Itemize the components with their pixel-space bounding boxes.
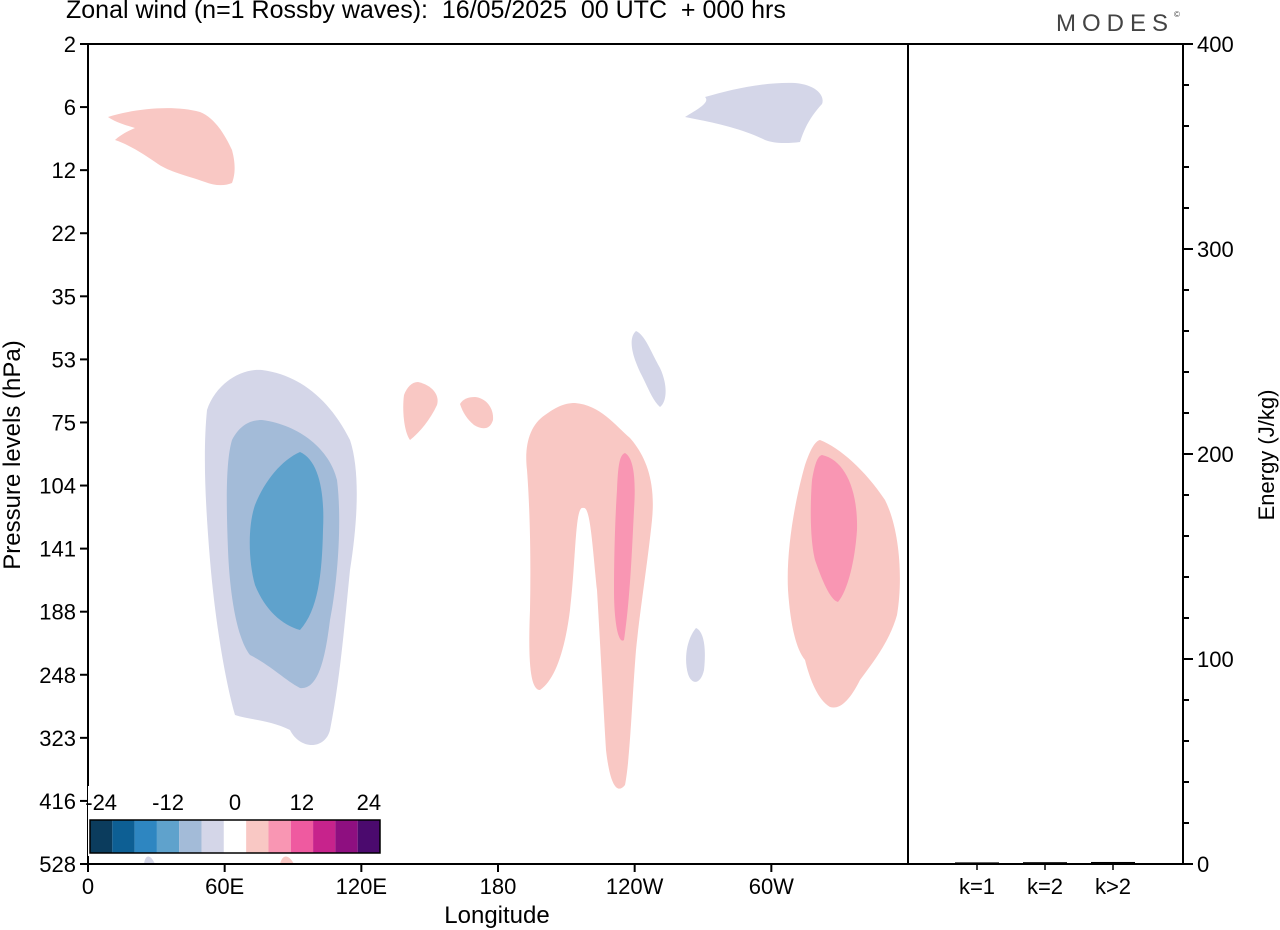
y-tick-label: 53 [52, 347, 76, 372]
colorbar-swatch [156, 820, 180, 853]
energy-axes: 0 100 200 300 400 k=1 k=2 k>2 [908, 32, 1234, 899]
colorbar-swatch [223, 820, 247, 853]
y-tick-label: 6 [64, 95, 76, 120]
brand-text: MODES [1056, 10, 1175, 37]
contour-negative-inner [249, 452, 324, 630]
colorbar-frame [89, 819, 381, 854]
colorbar-swatch [246, 820, 269, 853]
contour-positive-blob-b [460, 397, 494, 429]
contour-positive-center [526, 403, 653, 789]
colorbar-label: -12 [152, 790, 184, 815]
y-axis-label: Pressure levels (hPa) [0, 340, 26, 569]
chart-title: Zonal wind (n=1 Rossby waves): 16/05/202… [66, 0, 786, 24]
colorbar-swatch [357, 820, 380, 853]
axis-labels: Longitude Pressure levels (hPa) Energy (… [0, 340, 1279, 929]
contour-negative-top [685, 82, 823, 144]
x-tick-label: 180 [480, 874, 517, 899]
energy-bar [955, 862, 999, 864]
colorbar-swatch [201, 820, 224, 853]
colorbar-swatch [134, 820, 157, 853]
y-tick-label: 2 [64, 32, 76, 57]
colorbar-swatch [335, 820, 358, 853]
contour-positive-center-inner [614, 453, 635, 641]
y-tick-label: 35 [52, 284, 76, 309]
energy-axis-label: Energy (J/kg) [1254, 390, 1279, 521]
y-tick-label: 12 [52, 158, 76, 183]
contour-negative-edge [144, 856, 155, 864]
energy-tick-label: 200 [1197, 442, 1234, 467]
contour-positive-blob-a [403, 382, 438, 440]
colorbar-swatch [112, 820, 135, 853]
energy-category-label: k=2 [1027, 874, 1063, 899]
y-tick-label: 141 [39, 537, 76, 562]
energy-tick-label: 0 [1197, 852, 1209, 877]
energy-tick-label: 300 [1197, 237, 1234, 262]
x-tick-label: 0 [82, 874, 94, 899]
y-tick-label: 416 [39, 789, 76, 814]
y-tick-label: 188 [39, 600, 76, 625]
colorbar: -24 -12 0 12 24 [85, 786, 382, 856]
colorbar-label: 12 [290, 790, 314, 815]
x-tick-label: 60W [749, 874, 794, 899]
x-tick-label: 120E [336, 874, 387, 899]
colorbar-label: 0 [229, 790, 241, 815]
brand-mark: © [1174, 10, 1180, 19]
energy-category-label: k>2 [1095, 874, 1131, 899]
x-axis-label: Longitude [444, 902, 549, 929]
brand-logo: MODES© [1056, 10, 1180, 38]
contour-layer [108, 82, 900, 864]
y-tick-label: 104 [39, 474, 76, 499]
colorbar-swatch [90, 820, 113, 853]
y-tick-label: 248 [39, 663, 76, 688]
colorbar-swatch [290, 820, 314, 853]
x-tick-label: 60E [205, 874, 244, 899]
colorbar-label: -24 [85, 790, 117, 815]
contour-positive-right-inner [810, 455, 858, 602]
y-tick-label: 323 [39, 726, 76, 751]
x-tick-label: 120W [606, 874, 664, 899]
contour-positive-topleft [108, 108, 235, 186]
contour-positive-edge [280, 856, 294, 864]
energy-tick-label: 400 [1197, 32, 1234, 57]
colorbar-label: 24 [357, 790, 381, 815]
colorbar-swatch [268, 820, 291, 853]
colorbar-swatch [179, 820, 202, 853]
energy-category-label: k=1 [959, 874, 995, 899]
y-tick-label: 22 [52, 221, 76, 246]
energy-tick-label: 100 [1197, 647, 1234, 672]
contour-negative-small-a [631, 331, 666, 407]
energy-bar [1023, 862, 1067, 864]
energy-bar [1091, 861, 1135, 864]
y-tick-label: 528 [39, 852, 76, 877]
y-tick-label: 75 [52, 410, 76, 435]
contour-negative-small-b [686, 628, 705, 682]
hovmoller-axes: 0 60E 120E 180 120W 60W 2 6 12 22 35 53 75 104 141 188 2… [39, 32, 909, 899]
colorbar-swatch [313, 820, 336, 853]
